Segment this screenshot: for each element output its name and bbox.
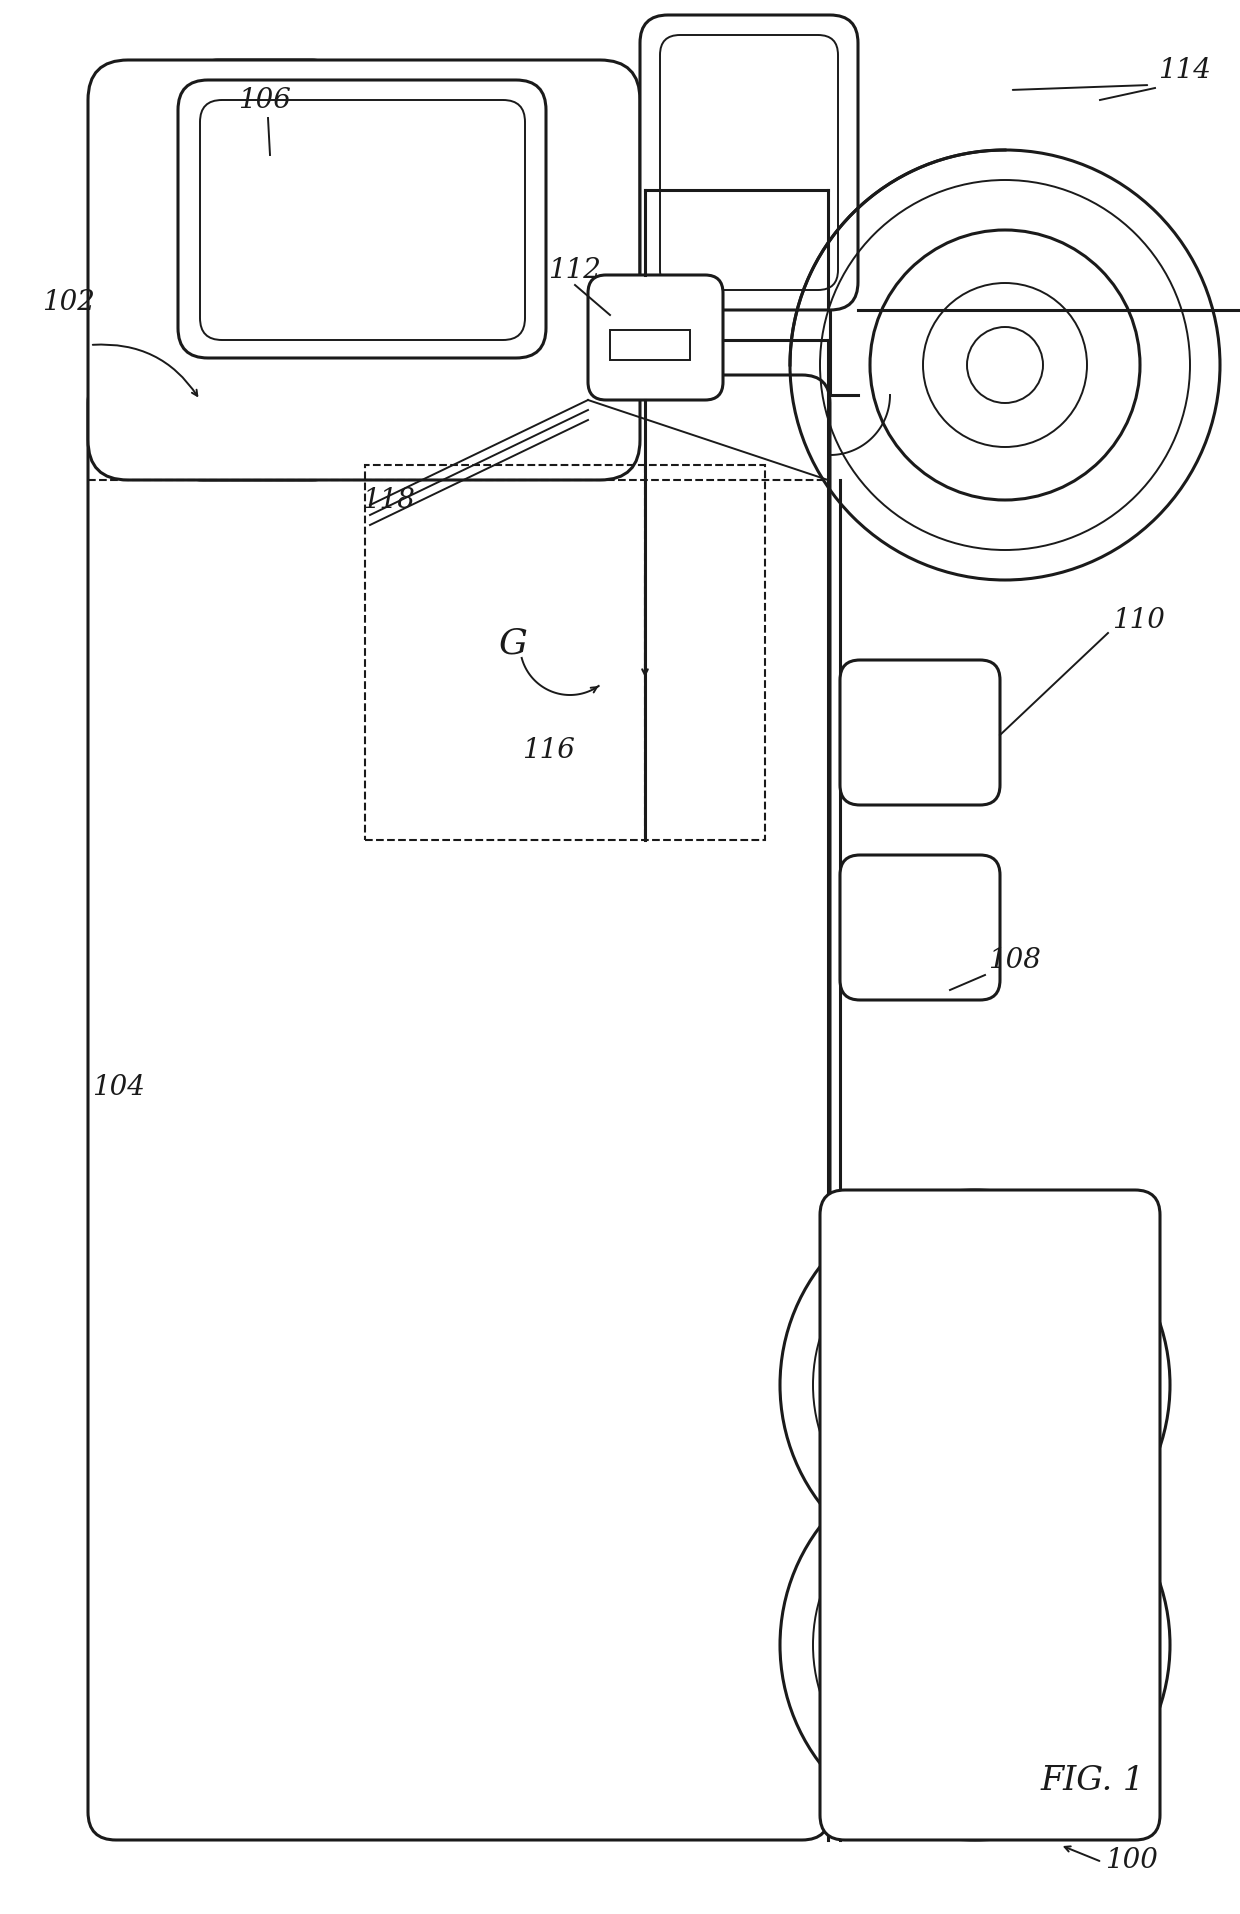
FancyBboxPatch shape [200, 100, 525, 341]
Bar [610, 329, 689, 360]
Bar [365, 465, 765, 840]
Text: 106: 106 [238, 86, 291, 115]
Text: 116: 116 [522, 737, 575, 764]
Text: 112: 112 [548, 256, 601, 283]
FancyBboxPatch shape [175, 155, 340, 480]
Text: G: G [498, 626, 527, 660]
Text: 118: 118 [362, 486, 415, 515]
FancyBboxPatch shape [179, 80, 546, 358]
FancyBboxPatch shape [660, 34, 838, 291]
FancyBboxPatch shape [640, 15, 858, 310]
Text: 114: 114 [1158, 57, 1211, 84]
Text: 110: 110 [1112, 607, 1164, 634]
FancyBboxPatch shape [187, 170, 329, 323]
Text: 102: 102 [42, 289, 95, 316]
FancyBboxPatch shape [588, 276, 723, 400]
FancyBboxPatch shape [839, 856, 999, 999]
Text: 104: 104 [92, 1074, 145, 1101]
FancyBboxPatch shape [200, 59, 330, 170]
FancyBboxPatch shape [88, 375, 830, 1839]
FancyBboxPatch shape [839, 660, 999, 806]
FancyBboxPatch shape [88, 59, 640, 480]
FancyBboxPatch shape [820, 1191, 1159, 1839]
Text: 100: 100 [1105, 1847, 1158, 1874]
Text: FIG. 1: FIG. 1 [1040, 1765, 1145, 1797]
Text: 108: 108 [988, 947, 1040, 974]
